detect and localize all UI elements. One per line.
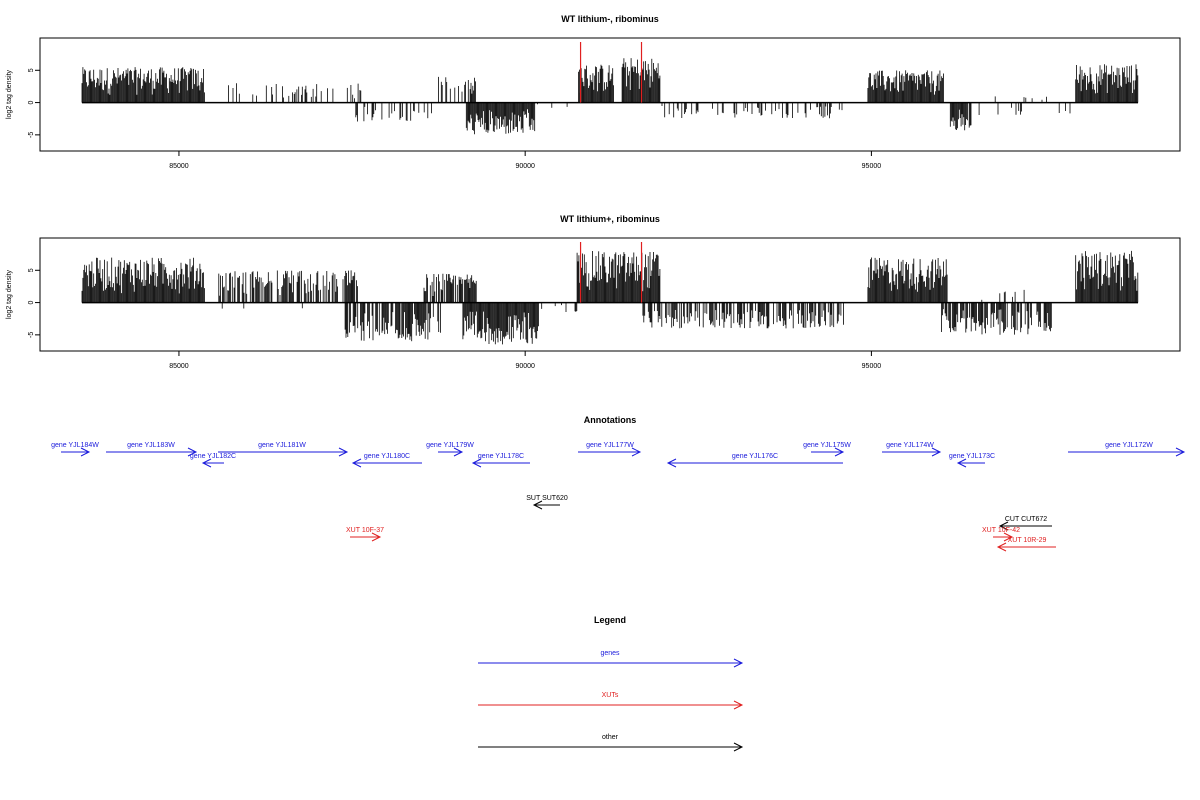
legend-label: genes [600,650,620,657]
annotation-label: gene YJL172W [1105,442,1153,449]
annotation-label: gene YJL173C [949,453,995,460]
legend-title: Legend [594,615,626,625]
annotation-arrow [811,447,845,457]
annotation-arrow [61,447,91,457]
annotation-arrow [1068,447,1186,457]
annotation-label: XUT 10F-42 [982,527,1020,534]
annotation-label: CUT CUT672 [1005,516,1047,523]
y-axis-label: log2 tag density [6,269,13,319]
annotations-panel: Annotations gene YJL184W gene YJL183W gene… [51,415,1186,552]
y-tick-label: 0 [28,301,35,305]
annotation-arrow [956,458,985,468]
annotation-label: gene YJL176C [732,453,778,460]
annotation-label: gene YJL182C [190,453,236,460]
annotation-label: gene YJL181W [258,442,306,449]
plot-frame [39,37,1181,152]
chart-title: WT lithium+, ribominus [560,214,660,224]
annotation-label: gene YJL179W [426,442,474,449]
x-tick-label: 95000 [862,163,882,170]
y-axis-label: log2 tag density [6,69,13,119]
annotation-label: gene YJL177W [586,442,634,449]
annotation-label: gene YJL174W [886,442,934,449]
legend-label: other [602,734,619,741]
annotation-label: gene YJL183W [127,442,175,449]
track-panel-lithium-plus: WT lithium+, ribominus log2 tag density -5… [6,214,1181,370]
annotation-arrow [882,447,942,457]
legend-panel: Legend genes XUTs other [478,615,744,752]
annotation-arrow [471,458,530,468]
annotations-title: Annotations [584,415,637,425]
track-panel-lithium-minus: WT lithium-, ribominus log2 tag density -5… [6,14,1181,170]
annotation-arrow [532,500,560,510]
plot-frame [39,237,1181,352]
y-tick-label: -5 [28,132,35,138]
legend-arrow [478,742,744,752]
annotation-arrow [218,447,349,457]
annotation-arrow [993,532,1014,542]
legend-arrow [478,700,744,710]
y-tick-label: 5 [28,68,35,72]
x-tick-label: 90000 [515,363,535,370]
x-tick-label: 85000 [169,163,189,170]
annotation-label: XUT 10F-37 [346,527,384,534]
density-bars [81,250,1139,345]
annotation-label: gene YJL178C [478,453,524,460]
annotation-arrow [106,447,198,457]
annotation-label: gene YJL184W [51,442,99,449]
annotation-label: XUT 10R-29 [1008,537,1047,544]
annotation-arrow [666,458,843,468]
annotation-label: gene YJL180C [364,453,410,460]
annotation-arrow [350,532,382,542]
annotation-arrow [438,447,464,457]
annotation-arrow [351,458,422,468]
legend-arrow [478,658,744,668]
annotation-label: SUT SUT620 [526,495,568,502]
x-tick-label: 95000 [862,363,882,370]
annotation-label: gene YJL175W [803,442,851,449]
annotation-arrow [998,521,1052,531]
density-bars [81,58,1139,135]
annotation-arrow [201,458,224,468]
chart-title: WT lithium-, ribominus [561,14,659,24]
x-tick-label: 85000 [169,363,189,370]
annotation-arrow [578,447,642,457]
y-tick-label: 0 [28,101,35,105]
annotation-arrow [996,542,1056,552]
y-tick-label: -5 [28,332,35,338]
legend-label: XUTs [602,692,619,699]
x-tick-label: 90000 [515,163,535,170]
y-tick-label: 5 [28,268,35,272]
